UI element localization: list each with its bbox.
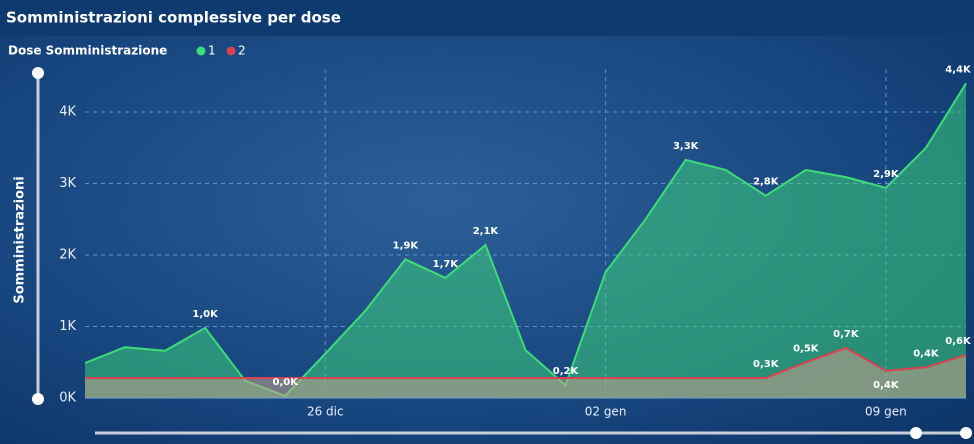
data-point [403, 376, 407, 380]
data-point [644, 217, 648, 221]
data-point [123, 345, 127, 349]
x-tick-label: 09 gen [865, 405, 907, 419]
data-label: 1,9K [393, 240, 420, 251]
data-label: 2,1K [473, 226, 500, 237]
header-band [0, 0, 974, 36]
data-point [884, 369, 888, 373]
data-point [604, 270, 608, 274]
data-point [964, 81, 968, 85]
data-point [804, 360, 808, 364]
data-label: 0,0K [272, 377, 299, 388]
data-point [243, 376, 247, 380]
y-tick-label: 4K [59, 105, 76, 120]
series-area [85, 83, 966, 399]
legend-title: Dose Somministrazione [8, 44, 167, 58]
legend-marker [226, 46, 236, 56]
y-tick-label: 1K [59, 319, 76, 334]
data-point [163, 349, 167, 353]
v-slider-handle[interactable] [32, 393, 44, 405]
legend-label: 1 [208, 44, 216, 58]
data-point [684, 158, 688, 162]
series-line [85, 346, 967, 379]
data-label: 2,9K [873, 169, 900, 180]
y-tick-label: 2K [59, 248, 76, 263]
data-point [443, 376, 447, 380]
data-point [844, 175, 848, 179]
v-slider-handle[interactable] [32, 67, 44, 79]
data-label: 2,8K [753, 177, 780, 188]
legend-label: 2 [238, 44, 246, 58]
data-point [644, 376, 648, 380]
data-point [804, 168, 808, 172]
series-area [85, 347, 966, 398]
data-point [323, 352, 327, 356]
data-point [924, 146, 928, 150]
data-label: 0,4K [913, 348, 940, 359]
series-line [84, 82, 967, 398]
h-slider-handle[interactable] [910, 427, 922, 439]
data-point [524, 376, 528, 380]
data-label: 3,3K [673, 141, 700, 152]
data-point [483, 376, 487, 380]
y-axis-title: Somministrazioni [13, 176, 28, 303]
chart-title: Somministrazioni complessive per dose [6, 9, 341, 27]
data-point [363, 376, 367, 380]
data-label: 4,4K [945, 64, 972, 75]
x-tick-label: 02 gen [585, 405, 627, 419]
data-point [964, 353, 968, 357]
data-point [403, 257, 407, 261]
data-point [323, 376, 327, 380]
data-label: 1,0K [192, 309, 219, 320]
data-point [604, 376, 608, 380]
data-point [443, 276, 447, 280]
data-point [764, 376, 768, 380]
data-point [483, 243, 487, 247]
data-label: 0,6K [945, 336, 972, 347]
data-point [363, 309, 367, 313]
data-point [884, 186, 888, 190]
data-point [924, 365, 928, 369]
data-label: 0,7K [833, 329, 860, 340]
legend-marker [196, 46, 206, 56]
data-point [844, 346, 848, 350]
y-tick-label: 0K [59, 391, 76, 406]
data-point [524, 348, 528, 352]
data-point [123, 376, 127, 380]
x-tick-label: 26 dic [307, 405, 344, 419]
data-point [203, 326, 207, 330]
h-slider-handle[interactable] [960, 427, 972, 439]
data-point [724, 168, 728, 172]
data-point [724, 376, 728, 380]
data-point [203, 376, 207, 380]
data-label: 1,7K [433, 259, 460, 270]
data-point [684, 376, 688, 380]
data-label: 0,2K [553, 366, 580, 377]
data-label: 0,5K [793, 343, 820, 354]
data-label: 0,3K [753, 359, 780, 370]
y-tick-label: 3K [59, 176, 76, 191]
data-point [764, 194, 768, 198]
data-point [83, 376, 87, 380]
data-point [83, 361, 87, 365]
data-label: 0,4K [873, 380, 900, 391]
data-point [163, 376, 167, 380]
